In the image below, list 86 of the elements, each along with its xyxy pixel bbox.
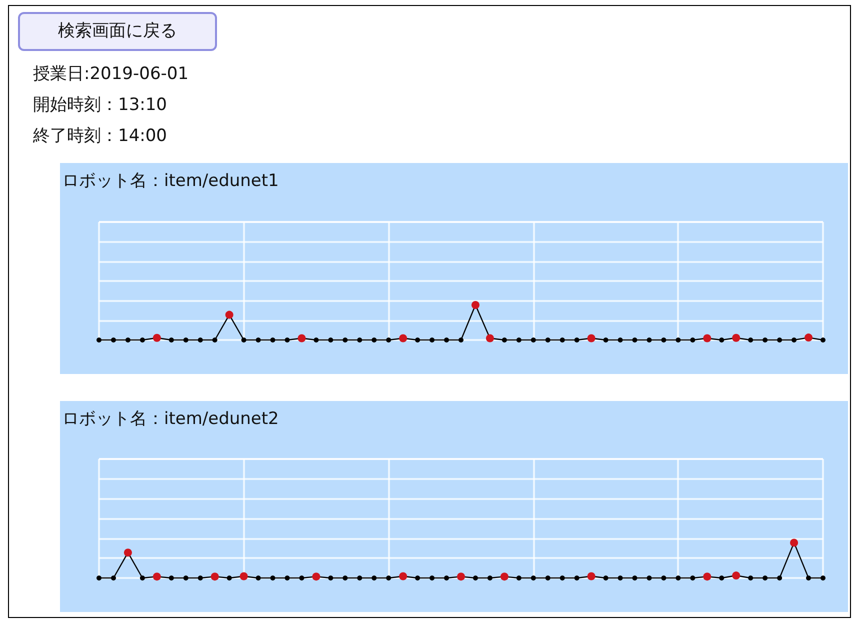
point bbox=[328, 338, 334, 342]
point bbox=[472, 576, 478, 580]
chart-title: ロボット名：item/edunet2 bbox=[62, 408, 279, 430]
point bbox=[241, 338, 246, 342]
point bbox=[299, 576, 304, 580]
point bbox=[386, 338, 392, 342]
point bbox=[430, 576, 435, 580]
text: 授業日:2019-06-01 bbox=[33, 63, 189, 85]
point bbox=[560, 576, 565, 580]
point bbox=[168, 338, 174, 342]
point bbox=[574, 338, 580, 342]
point bbox=[762, 338, 768, 342]
point bbox=[690, 338, 696, 342]
point bbox=[284, 338, 290, 342]
point bbox=[806, 576, 812, 580]
point bbox=[183, 338, 188, 342]
point bbox=[198, 576, 203, 580]
point bbox=[646, 338, 652, 342]
point bbox=[618, 338, 623, 342]
point bbox=[372, 576, 377, 580]
point bbox=[632, 576, 638, 580]
point bbox=[516, 576, 522, 580]
chart-title: ロボット名：item/edunet1 bbox=[62, 170, 279, 192]
point bbox=[125, 338, 130, 342]
point bbox=[458, 338, 464, 342]
point bbox=[487, 576, 492, 580]
point bbox=[560, 338, 565, 342]
point bbox=[545, 338, 550, 342]
point bbox=[386, 576, 392, 580]
point bbox=[357, 338, 362, 342]
point bbox=[357, 576, 362, 580]
point bbox=[444, 576, 450, 580]
point bbox=[676, 576, 681, 580]
text: 終了時刻：14:00 bbox=[33, 125, 167, 147]
point bbox=[372, 338, 377, 342]
point bbox=[140, 576, 145, 580]
point bbox=[168, 576, 174, 580]
point bbox=[603, 338, 608, 342]
point bbox=[777, 338, 782, 342]
point bbox=[256, 576, 261, 580]
point bbox=[415, 576, 420, 580]
point bbox=[632, 338, 638, 342]
point bbox=[430, 338, 435, 342]
point bbox=[226, 576, 232, 580]
text: 検索画面に戻る bbox=[18, 12, 217, 51]
point bbox=[661, 338, 666, 342]
point bbox=[676, 338, 681, 342]
point bbox=[661, 576, 666, 580]
point bbox=[284, 576, 290, 580]
point bbox=[270, 338, 276, 342]
point bbox=[545, 576, 550, 580]
point bbox=[748, 576, 754, 580]
text: 開始時刻：13:10 bbox=[33, 94, 167, 116]
point bbox=[502, 338, 507, 342]
point bbox=[530, 338, 536, 342]
point bbox=[516, 338, 522, 342]
point bbox=[110, 338, 116, 342]
point bbox=[603, 576, 608, 580]
point bbox=[748, 338, 754, 342]
point bbox=[183, 576, 188, 580]
point bbox=[820, 576, 826, 580]
point bbox=[444, 338, 450, 342]
point bbox=[342, 338, 348, 342]
point bbox=[574, 576, 580, 580]
point bbox=[110, 576, 116, 580]
point bbox=[198, 338, 203, 342]
point bbox=[212, 338, 218, 342]
point bbox=[96, 576, 102, 580]
point bbox=[646, 576, 652, 580]
point bbox=[328, 576, 334, 580]
point bbox=[719, 338, 724, 342]
point bbox=[690, 576, 696, 580]
point bbox=[792, 338, 797, 342]
point bbox=[140, 338, 145, 342]
point bbox=[96, 338, 102, 342]
point bbox=[342, 576, 348, 580]
point bbox=[270, 576, 276, 580]
point bbox=[762, 576, 768, 580]
point bbox=[719, 576, 724, 580]
point bbox=[256, 338, 261, 342]
point bbox=[820, 338, 826, 342]
point bbox=[618, 576, 623, 580]
point bbox=[314, 338, 319, 342]
point bbox=[777, 576, 782, 580]
point bbox=[530, 576, 536, 580]
point bbox=[415, 338, 420, 342]
